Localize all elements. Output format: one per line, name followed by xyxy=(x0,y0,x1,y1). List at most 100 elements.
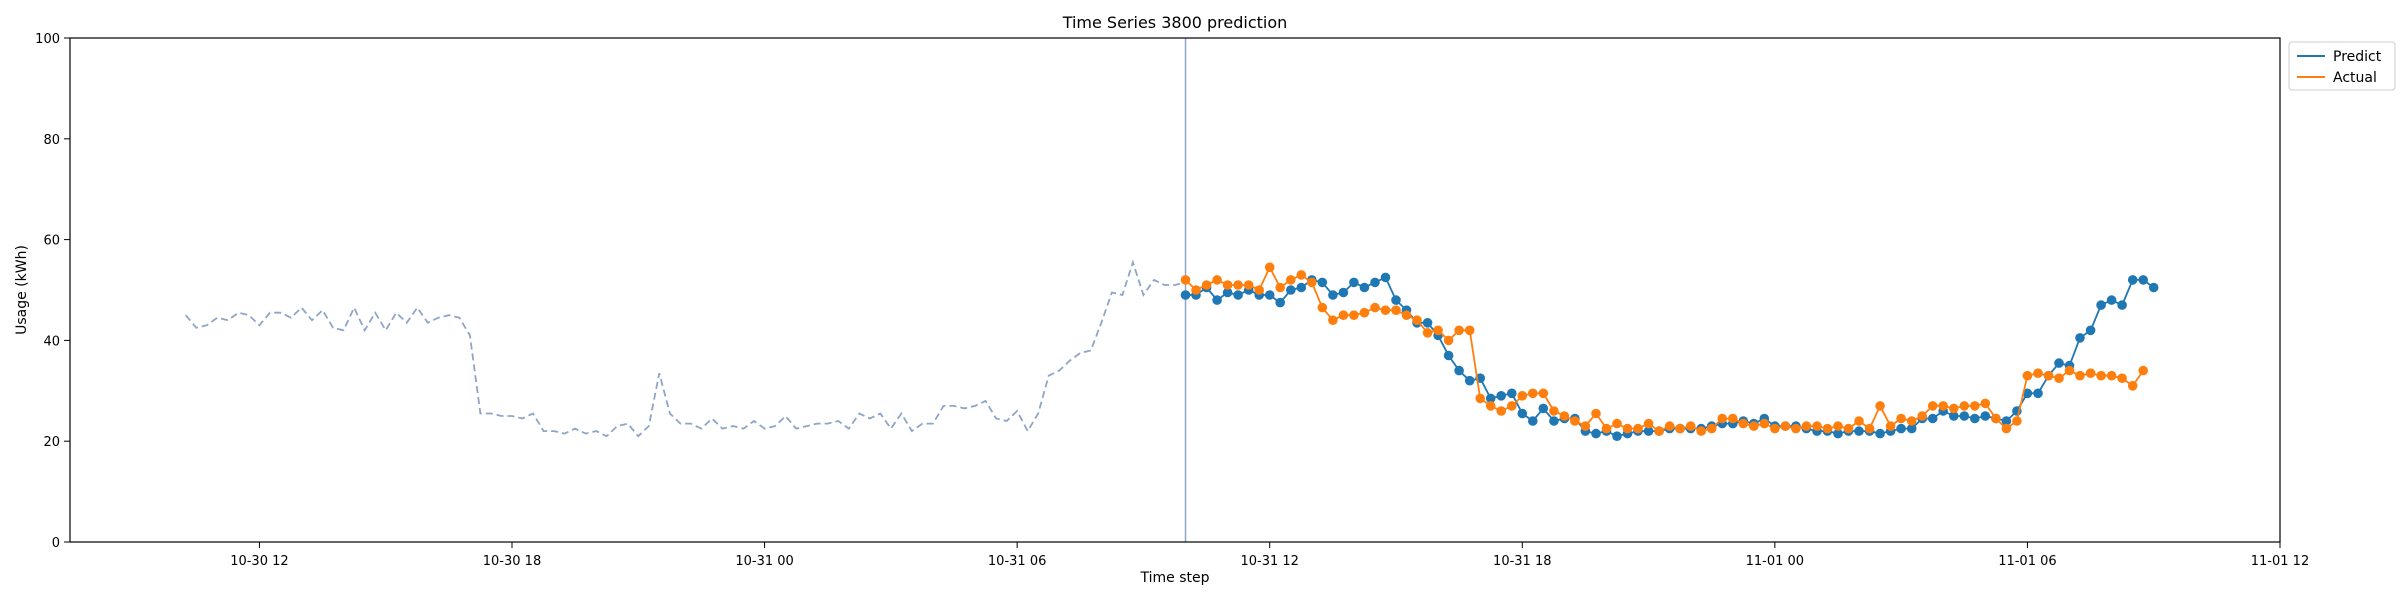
data-point-actual xyxy=(1212,275,1222,285)
data-point-actual xyxy=(1222,280,1233,290)
data-point-predict xyxy=(1906,423,1917,434)
data-point-predict xyxy=(1959,411,1970,421)
data-point-predict xyxy=(2085,325,2096,336)
data-point-actual xyxy=(1717,413,1727,424)
data-point-predict xyxy=(2001,416,2012,426)
legend-label-predict: Predict xyxy=(2333,49,2382,65)
x-tick-label: 10-31 00 xyxy=(735,554,793,569)
data-point-predict xyxy=(2054,358,2064,368)
data-point-actual xyxy=(1528,388,1538,399)
data-point-actual xyxy=(1654,426,1664,436)
x-tick-label: 10-31 06 xyxy=(988,554,1046,569)
data-point-actual xyxy=(1454,325,1464,336)
data-point-actual xyxy=(2001,423,2012,434)
data-point-actual xyxy=(1254,285,1264,295)
data-point-actual xyxy=(1296,270,1307,280)
data-point-actual xyxy=(1685,421,1696,431)
data-point-actual xyxy=(1864,423,1875,434)
data-point-predict xyxy=(1349,277,1359,288)
data-point-predict xyxy=(1370,277,1380,288)
data-point-predict xyxy=(1264,290,1275,300)
data-point-actual xyxy=(1780,421,1791,431)
data-point-actual xyxy=(1633,423,1643,434)
data-point-predict xyxy=(1275,297,1285,308)
data-point-actual xyxy=(1675,423,1685,434)
data-point-actual xyxy=(1307,277,1317,288)
data-point-predict xyxy=(1380,272,1391,283)
x-tick-label: 10-30 18 xyxy=(483,554,541,569)
data-point-actual xyxy=(2054,373,2064,384)
data-point-actual xyxy=(2127,381,2138,391)
data-point-actual xyxy=(1275,282,1285,293)
data-point-actual xyxy=(1233,280,1243,290)
data-point-actual xyxy=(1885,421,1896,431)
data-point-actual xyxy=(1328,315,1338,326)
y-tick-label: 80 xyxy=(43,133,60,148)
data-point-actual xyxy=(1612,418,1622,429)
data-point-predict xyxy=(1507,388,1517,399)
data-point-actual xyxy=(1422,328,1433,338)
data-point-actual xyxy=(1243,280,1254,290)
data-point-actual xyxy=(1286,275,1296,285)
y-tick-label: 0 xyxy=(52,536,60,551)
data-point-actual xyxy=(1991,413,2001,424)
data-point-actual xyxy=(1970,401,1980,411)
x-tick-label: 11-01 12 xyxy=(2251,554,2309,569)
data-point-predict xyxy=(1391,295,1401,305)
data-point-predict xyxy=(1528,416,1538,426)
data-point-actual xyxy=(1401,310,1412,321)
data-point-actual xyxy=(2138,365,2148,376)
data-point-actual xyxy=(1370,302,1380,313)
series-line-history xyxy=(185,259,1186,438)
data-point-actual xyxy=(2106,370,2117,381)
data-point-actual xyxy=(2043,370,2054,381)
data-point-actual xyxy=(2096,370,2106,381)
data-point-actual xyxy=(2022,370,2033,381)
data-point-predict xyxy=(1538,403,1549,414)
data-point-predict xyxy=(1286,285,1296,295)
data-point-actual xyxy=(1380,305,1391,316)
data-point-actual xyxy=(1433,325,1443,336)
data-point-actual xyxy=(1906,416,1917,426)
data-point-actual xyxy=(1570,416,1580,426)
data-point-actual xyxy=(1264,262,1275,273)
x-axis-label: Time step xyxy=(1140,570,1210,586)
data-point-actual xyxy=(1759,418,1770,429)
data-point-predict xyxy=(1970,413,1980,424)
data-point-actual xyxy=(2075,370,2085,381)
data-point-predict xyxy=(2106,295,2117,305)
data-point-predict xyxy=(1517,408,1528,419)
data-point-actual xyxy=(2064,365,2075,376)
x-tick-label: 10-31 18 xyxy=(1493,554,1551,569)
data-point-predict xyxy=(2138,275,2148,285)
data-point-actual xyxy=(1349,310,1359,321)
data-point-predict xyxy=(1949,411,1959,421)
data-point-predict xyxy=(1328,290,1338,300)
data-point-actual xyxy=(1917,411,1927,421)
x-tick-label: 10-30 12 xyxy=(230,554,288,569)
data-point-predict xyxy=(1454,365,1464,376)
data-point-predict xyxy=(1612,431,1622,442)
data-point-predict xyxy=(1927,413,1938,424)
data-point-actual xyxy=(1580,421,1591,431)
data-point-actual xyxy=(1664,421,1675,431)
data-point-predict xyxy=(1422,318,1433,328)
data-point-actual xyxy=(1801,421,1812,431)
data-point-actual xyxy=(1770,423,1780,434)
plot-frame xyxy=(69,37,2281,543)
data-point-actual xyxy=(1812,421,1822,431)
data-point-actual xyxy=(1843,423,1854,434)
data-point-actual xyxy=(1696,426,1706,436)
data-point-actual xyxy=(1822,423,1833,434)
data-point-actual xyxy=(2033,368,2043,379)
data-point-predict xyxy=(1854,426,1864,436)
data-point-predict xyxy=(1443,350,1454,361)
data-point-actual xyxy=(1706,423,1717,434)
data-point-actual xyxy=(1959,401,1970,411)
x-tick-label: 10-31 12 xyxy=(1240,554,1298,569)
data-point-actual xyxy=(1896,413,1906,424)
axis-ticks: 0 20 40 60 80 100 10-30 12 10-30 18 10-31 00 10-3… xyxy=(35,32,2309,569)
data-point-predict xyxy=(1980,411,1991,421)
